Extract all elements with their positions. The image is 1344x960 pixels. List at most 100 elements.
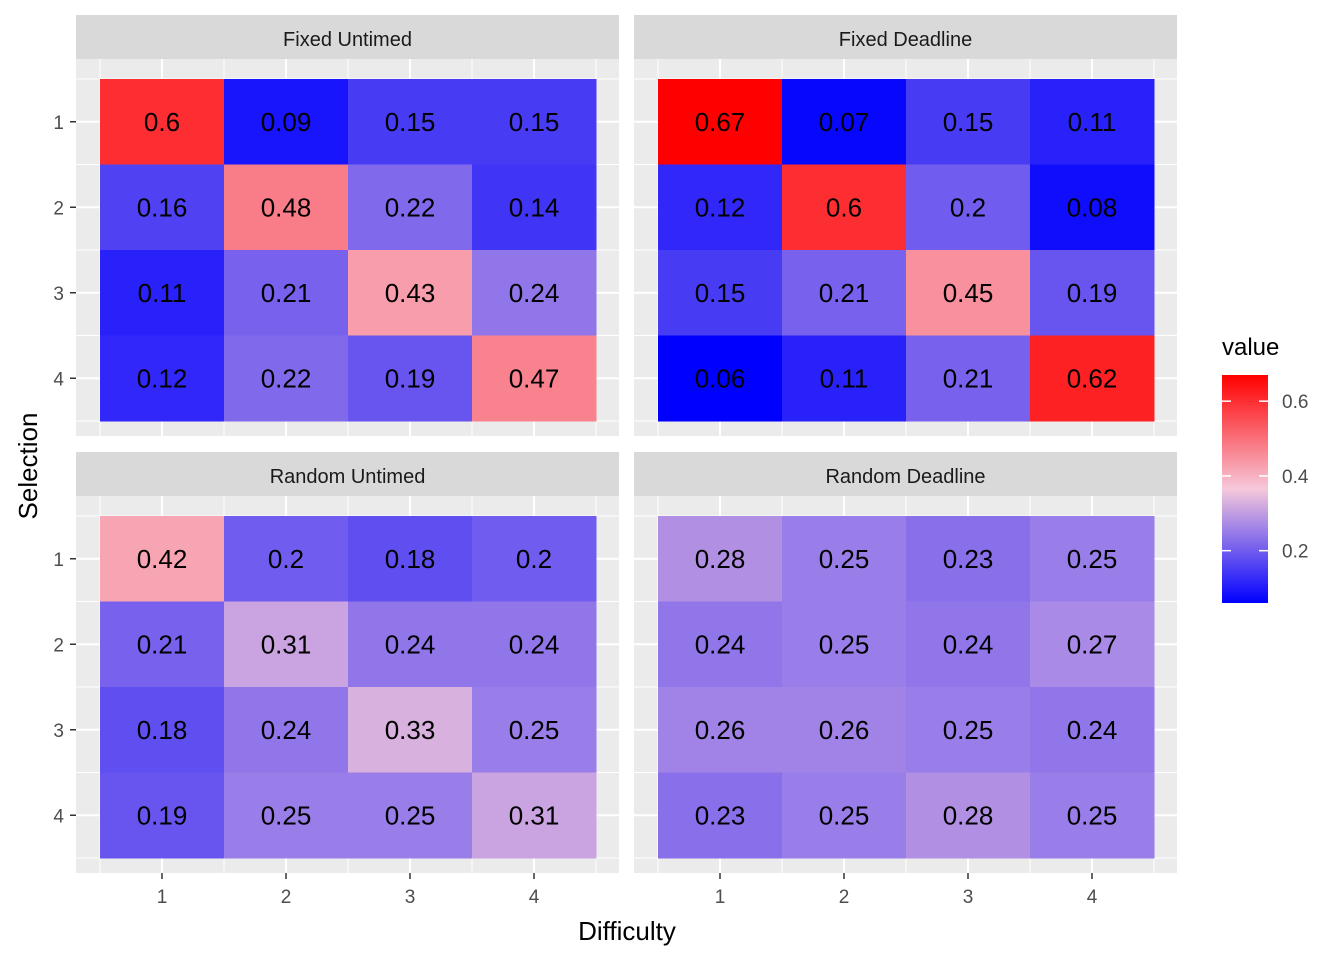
facet-strip xyxy=(634,15,1177,59)
tile-value-label: 0.48 xyxy=(261,192,312,222)
heatmap-tile xyxy=(224,516,349,602)
facet-panels: Fixed Untimed 0.6 0.09 0.15 0.15 0.16 0.48 0.22… xyxy=(76,15,1177,873)
heatmap-tile xyxy=(658,772,783,859)
facet-title: Fixed Untimed xyxy=(283,29,412,51)
tile-value-label: 0.24 xyxy=(385,629,436,659)
tile-value-label: 0.42 xyxy=(137,544,188,574)
heatmap-tile xyxy=(658,164,783,251)
heatmap-tile xyxy=(100,516,225,602)
y-tick-label: 2 xyxy=(53,198,64,219)
tile-value-label: 0.26 xyxy=(819,715,870,745)
tile-value-label: 0.14 xyxy=(509,192,560,222)
heatmap-tile xyxy=(224,335,349,422)
tile-value-label: 0.24 xyxy=(943,629,994,659)
legend-title: value xyxy=(1222,334,1279,361)
x-tick-label: 4 xyxy=(1087,887,1098,908)
facet-title: Fixed Deadline xyxy=(839,29,972,51)
tile-value-label: 0.12 xyxy=(137,363,188,393)
facet-strip xyxy=(76,15,619,59)
tile-value-label: 0.19 xyxy=(137,800,188,830)
tile-value-label: 0.28 xyxy=(943,800,994,830)
tile-value-label: 0.27 xyxy=(1067,629,1118,659)
heatmap-tile xyxy=(906,601,1031,688)
facet-panel: Random Untimed 0.42 0.2 0.18 0.2 0.21 0.31 0.24… xyxy=(76,452,619,873)
heatmap-tile xyxy=(782,164,907,251)
heatmap-tile xyxy=(658,79,783,165)
tile-value-label: 0.22 xyxy=(261,363,312,393)
tile-value-label: 0.2 xyxy=(950,192,986,222)
tile-value-label: 0.6 xyxy=(826,192,862,222)
tile-value-label: 0.15 xyxy=(695,278,746,308)
heatmap-tile xyxy=(100,601,225,688)
tile-value-label: 0.25 xyxy=(819,544,870,574)
facet-title: Random Deadline xyxy=(825,466,985,488)
heatmap-tile xyxy=(100,250,225,336)
heatmap-tile xyxy=(472,335,597,422)
heatmap-tile xyxy=(782,335,907,422)
y-tick-label: 3 xyxy=(53,721,64,742)
tile-value-label: 0.2 xyxy=(268,544,304,574)
heatmap-tile xyxy=(1030,79,1155,165)
tile-value-label: 0.24 xyxy=(695,629,746,659)
tile-value-label: 0.28 xyxy=(695,544,746,574)
heatmap-tile xyxy=(1030,516,1155,602)
heatmap-tile xyxy=(906,516,1031,602)
tile-value-label: 0.21 xyxy=(819,278,870,308)
heatmap-tile xyxy=(658,687,783,773)
tile-value-label: 0.11 xyxy=(1068,107,1117,137)
tile-value-label: 0.24 xyxy=(509,278,560,308)
heatmap-tile xyxy=(472,772,597,859)
heatmap-tile xyxy=(906,335,1031,422)
heatmap-tile xyxy=(906,772,1031,859)
tile-value-label: 0.26 xyxy=(695,715,746,745)
heatmap-tile xyxy=(1030,335,1155,422)
x-tick-label: 4 xyxy=(529,887,540,908)
heatmap-tile xyxy=(782,79,907,165)
heatmap-tile xyxy=(782,772,907,859)
tile-value-label: 0.25 xyxy=(261,800,312,830)
y-tick-label: 1 xyxy=(53,113,64,134)
heatmap-tile xyxy=(348,335,473,422)
tile-value-label: 0.24 xyxy=(509,629,560,659)
tile-value-label: 0.15 xyxy=(509,107,560,137)
heatmap-tile xyxy=(782,516,907,602)
heatmap-tile xyxy=(1030,687,1155,773)
tile-value-label: 0.21 xyxy=(943,363,994,393)
heatmap-tile xyxy=(658,250,783,336)
facet-panel: Random Deadline 0.28 0.25 0.23 0.25 0.24 0.25 0… xyxy=(634,452,1177,873)
tile-value-label: 0.11 xyxy=(820,363,869,393)
heatmap-tile xyxy=(348,601,473,688)
heatmap-tile xyxy=(472,250,597,336)
heatmap-tile xyxy=(658,601,783,688)
tile-value-label: 0.47 xyxy=(509,363,560,393)
heatmap-tile xyxy=(472,79,597,165)
tile-value-label: 0.15 xyxy=(385,107,436,137)
tile-value-label: 0.2 xyxy=(516,544,552,574)
y-tick-label: 3 xyxy=(53,284,64,305)
tile-value-label: 0.43 xyxy=(385,278,436,308)
heatmap-tile xyxy=(348,516,473,602)
facet-panel: Fixed Untimed 0.6 0.09 0.15 0.15 0.16 0.48 0.22… xyxy=(76,15,619,436)
legend-tick-label: 0.2 xyxy=(1282,542,1308,563)
tile-value-label: 0.23 xyxy=(943,544,994,574)
heatmap-tile xyxy=(782,601,907,688)
heatmap-tile xyxy=(906,687,1031,773)
heatmap-tile xyxy=(1030,164,1155,251)
heatmap-tile xyxy=(100,772,225,859)
tile-value-label: 0.21 xyxy=(261,278,312,308)
tile-value-label: 0.33 xyxy=(385,715,436,745)
tile-value-label: 0.16 xyxy=(137,192,188,222)
heatmap-tile xyxy=(658,516,783,602)
tile-value-label: 0.23 xyxy=(695,800,746,830)
y-tick-label: 4 xyxy=(53,806,64,827)
tile-value-label: 0.24 xyxy=(1067,715,1118,745)
heatmap-tile xyxy=(1030,601,1155,688)
heatmap-tile xyxy=(100,335,225,422)
heatmap-tile xyxy=(658,335,783,422)
y-tick-label: 1 xyxy=(53,550,64,571)
tile-value-label: 0.09 xyxy=(261,107,312,137)
heatmap-tile xyxy=(906,79,1031,165)
tile-value-label: 0.06 xyxy=(695,363,746,393)
tile-value-label: 0.45 xyxy=(943,278,994,308)
